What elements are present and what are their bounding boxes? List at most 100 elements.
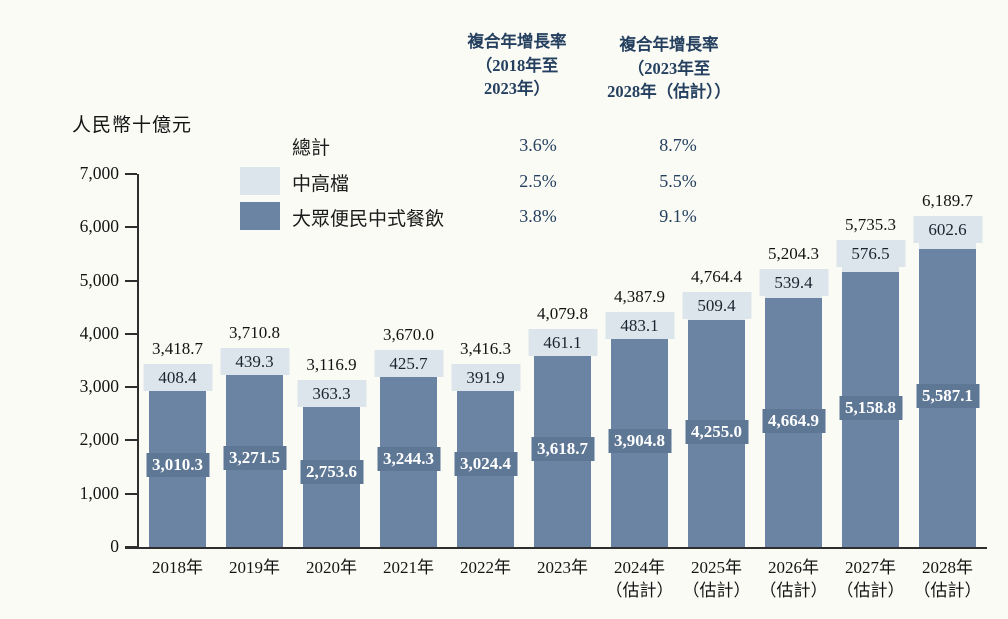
x-axis-tick-label: 2020年 — [282, 556, 382, 579]
bar-mass-market-value-badge: 3,271.5 — [223, 445, 286, 470]
bar-total-label: 6,189.7 — [922, 191, 973, 211]
y-axis-tick-label: 6,000 — [79, 216, 119, 237]
x-axis-year: 2028年 — [922, 558, 973, 577]
x-axis-estimate-suffix: （估計） — [759, 581, 828, 600]
y-axis-tick — [125, 226, 137, 229]
x-axis-year: 2019年 — [229, 558, 280, 577]
x-axis-year: 2018年 — [152, 558, 203, 577]
bar-total-label: 5,204.3 — [768, 243, 819, 263]
bar-total-label: 4,387.9 — [614, 287, 665, 307]
bar-midhigh-value-badge: 576.5 — [836, 240, 905, 268]
y-axis-tick-label: 7,000 — [79, 163, 119, 183]
bar-midhigh-value-badge: 461.1 — [528, 328, 597, 356]
bar-mass-market-value-badge: 5,587.1 — [916, 384, 979, 409]
x-axis-tick-label: 2027年 （估計） — [821, 556, 921, 602]
x-axis-year: 2023年 — [537, 558, 588, 577]
bar-total-label: 5,735.3 — [845, 215, 896, 235]
y-axis-tick — [125, 546, 137, 548]
x-axis-tick-label: 2021年 — [359, 556, 459, 579]
cagr-value-total-2018: 3.6% — [519, 135, 557, 155]
cagr-header-line: （2023年至 — [627, 58, 711, 78]
legend-label-mass-market: 大眾便民中式餐飲 — [292, 209, 445, 230]
x-axis-year: 2025年 — [691, 558, 742, 577]
x-axis-tick-label: 2024年 （估計） — [590, 556, 690, 602]
y-axis-tick — [125, 439, 137, 442]
x-axis-estimate-suffix: （估計） — [682, 581, 751, 600]
x-axis-estimate-suffix: （估計） — [913, 581, 982, 600]
bar-2028年 — [919, 217, 976, 547]
bar-mass-market-value-badge: 3,618.7 — [531, 436, 594, 461]
bar-midhigh-value-badge: 391.9 — [451, 363, 520, 391]
x-axis-year: 2026年 — [768, 558, 819, 577]
bar-total-label: 4,079.8 — [537, 303, 588, 323]
bar-midhigh-value-badge: 439.3 — [220, 348, 289, 376]
x-axis-year: 2024年 — [614, 558, 665, 577]
x-axis-line — [125, 547, 987, 549]
x-axis-year: 2022年 — [460, 558, 511, 577]
bar-mass-market-value-badge: 3,244.3 — [377, 446, 440, 471]
x-axis-year: 2021年 — [383, 558, 434, 577]
bar-mass-market-value-badge: 4,255.0 — [685, 419, 748, 444]
bar-mass-market-value-badge: 4,664.9 — [762, 408, 825, 433]
bar-total-label: 3,670.0 — [383, 325, 434, 345]
bar-mass-market-value-badge: 3,024.4 — [454, 452, 517, 477]
bar-midhigh-value-badge: 408.4 — [143, 363, 212, 391]
cagr-header-line: 2023年） — [484, 79, 550, 98]
cagr-value-mass-2023: 9.1% — [659, 206, 697, 226]
cagr-header-line: （2018年至 — [475, 55, 559, 75]
plot-area: 0 1,000 2,000 3,000 4,000 5,000 6,000 7,000 3,41… — [80, 163, 987, 600]
y-axis-tick — [125, 492, 137, 495]
cagr-header-line: 2028年（估計）） — [607, 82, 731, 101]
x-axis-tick-label: 2025年 （估計） — [667, 556, 767, 602]
legend-swatch-midhigh — [240, 167, 280, 195]
x-axis-tick-label: 2018年 — [128, 556, 228, 579]
bar-mass-market-value-badge: 3,010.3 — [146, 452, 209, 477]
legend-label-total: 總計 — [292, 138, 331, 159]
cagr-value-total-2023: 8.7% — [659, 135, 697, 155]
x-axis-estimate-suffix: （估計） — [836, 581, 905, 600]
x-axis-tick-label: 2028年 （估計） — [898, 556, 998, 602]
y-axis-tick-label: 2,000 — [79, 429, 119, 450]
bar-midhigh-value-badge: 483.1 — [605, 312, 674, 340]
bar-mass-market-value-badge: 3,904.8 — [608, 428, 671, 453]
y-axis-tick-label: 3,000 — [79, 376, 119, 397]
cagr-header-line: 複合年增長率 — [619, 35, 719, 54]
legend-label-midhigh: 中高檔 — [292, 174, 350, 195]
bar-midhigh-value-badge: 509.4 — [682, 292, 751, 320]
bar-total-label: 3,710.8 — [229, 323, 280, 343]
bar-midhigh-value-badge: 539.4 — [759, 268, 828, 296]
bar-total-label: 3,418.7 — [152, 338, 203, 358]
bar-midhigh-value-badge: 425.7 — [374, 350, 443, 378]
y-axis-tick — [125, 173, 137, 175]
bar-2027年 — [842, 241, 899, 547]
y-axis-unit-label: 人民幣十億元 — [72, 115, 193, 136]
y-axis-tick — [125, 386, 137, 389]
x-axis-tick-label: 2019年 — [205, 556, 305, 579]
legend-swatch-mass-market — [240, 202, 280, 230]
y-axis-tick-label: 1,000 — [79, 482, 119, 503]
bar-mass-market-value-badge: 2,753.6 — [300, 459, 363, 484]
x-axis-year: 2020年 — [306, 558, 357, 577]
x-axis-year: 2027年 — [845, 558, 896, 577]
y-axis-tick — [125, 279, 137, 282]
y-axis-tick-label: 4,000 — [79, 322, 119, 343]
x-axis-tick-label: 2022年 — [436, 556, 536, 579]
cagr-value-midhigh-2018: 2.5% — [519, 171, 557, 191]
bar-total-label: 4,764.4 — [691, 267, 742, 287]
bar-total-label: 3,416.3 — [460, 338, 511, 358]
cagr-header-line: 複合年增長率 — [467, 32, 567, 51]
y-axis-tick-label: 5,000 — [79, 269, 119, 290]
x-axis-estimate-suffix: （估計） — [605, 581, 674, 600]
x-axis-tick-label: 2023年 — [513, 556, 613, 579]
cagr-header-2018-2023: 複合年增長率 （2018年至 2023年） — [427, 30, 607, 101]
y-axis-tick-label: 0 — [110, 536, 119, 556]
bar-midhigh-value-badge: 602.6 — [913, 216, 982, 244]
cagr-header-2023-2028: 複合年增長率 （2023年至 2028年（估計）） — [563, 33, 775, 104]
bar-midhigh-value-badge: 363.3 — [297, 379, 366, 407]
y-axis-tick — [125, 332, 137, 335]
cagr-value-mass-2018: 3.8% — [519, 206, 557, 226]
bar-total-label: 3,116.9 — [306, 354, 357, 374]
cagr-value-midhigh-2023: 5.5% — [659, 171, 697, 191]
x-axis-tick-label: 2026年 （估計） — [744, 556, 844, 602]
